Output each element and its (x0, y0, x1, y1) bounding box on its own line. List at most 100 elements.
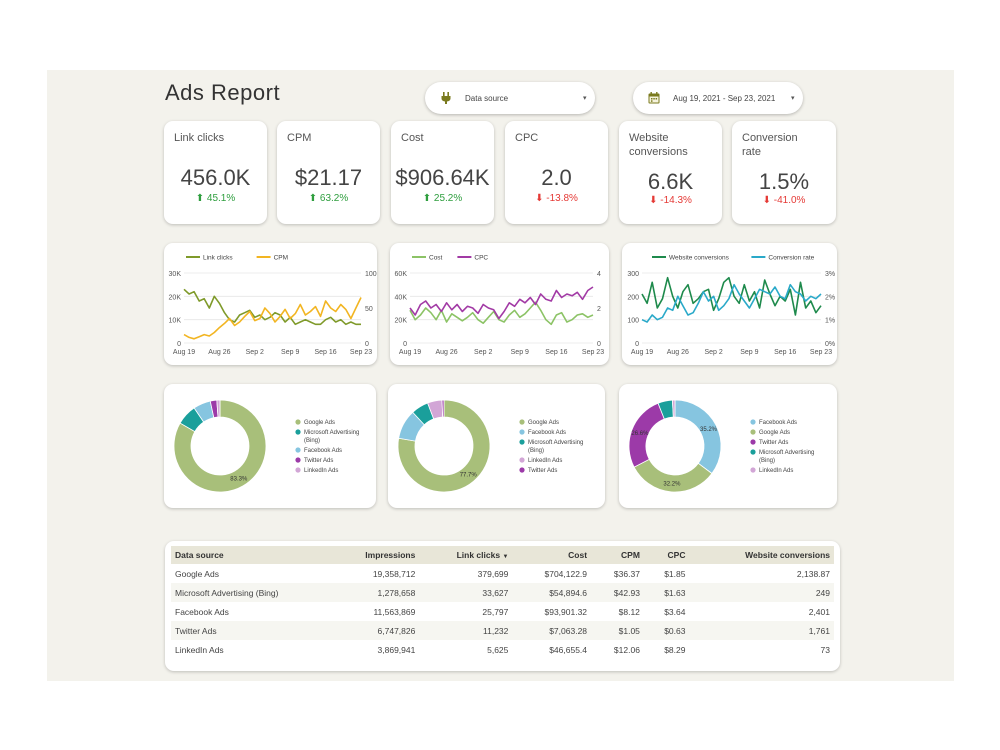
legend-swatch (519, 457, 525, 463)
table-cell: $12.06 (613, 644, 640, 655)
line-chart-card-clicks-cpm[interactable]: 0 10K 20K 30K 0 50 100 Aug 19 Aug 26 Sep 2 Sep 9 Se… (164, 243, 377, 365)
x-tick-label: Sep 2 (704, 349, 722, 356)
table-cell: 6,747,826 (329, 621, 420, 640)
chevron-down-icon: ▾ (791, 95, 795, 102)
line-chart-clicks-cpm[interactable]: 0 10K 20K 30K 0 50 100 Aug 19 Aug 26 Sep 2 Sep 9 Se… (164, 243, 377, 365)
legend-label: Facebook Ads (304, 448, 342, 454)
donut-slice[interactable] (674, 399, 722, 475)
donut-chart-3[interactable]: 35.2% 32.2% 26.6% Facebook Ads Google Ads Twi… (619, 384, 837, 508)
date-range-dropdown[interactable]: Aug 19, 2021 - Sep 23, 2021 ▾ (633, 82, 803, 114)
table-cell: $0.63 (643, 621, 690, 640)
column-header-cost[interactable]: Cost (512, 546, 592, 564)
kpi-card-cpc[interactable]: CPC 2.0 ⬇ -13.8% (505, 121, 608, 224)
legend-swatch (750, 419, 756, 425)
legend-label: Google Ads (528, 420, 559, 426)
column-header-impressions[interactable]: Impressions (329, 546, 420, 564)
table-cell: Facebook Ads (175, 606, 229, 617)
kpi-card-cost[interactable]: Cost $906.64K ⬆ 25.2% (391, 121, 494, 224)
donut-chart-card-cost[interactable]: 77.7% Google Ads Facebook Ads Microsoft Adv… (388, 384, 605, 508)
donut-slice[interactable] (671, 399, 676, 418)
donut-slice[interactable] (216, 399, 221, 418)
kpi-change-value: -14.3% (660, 195, 692, 206)
column-header-website-conversions[interactable]: Website conversions (689, 546, 834, 564)
series-line-0[interactable] (409, 301, 594, 326)
legend-label: Twitter Ads (304, 458, 333, 464)
date-range-label: Aug 19, 2021 - Sep 23, 2021 (673, 94, 776, 103)
donut-chart-card-impressions[interactable]: 83.3% Google Ads Microsoft Advertising (Bin… (164, 384, 376, 508)
donut-chart-2[interactable]: 77.7% Google Ads Facebook Ads Microsoft Adv… (388, 384, 605, 508)
arrow-down-icon: ⬇ (535, 193, 544, 204)
y-tick-label-right: 0 (365, 341, 369, 348)
table-cell: $1.63 (643, 583, 690, 602)
kpi-value: $906.64K (395, 165, 490, 190)
line-chart-cost-cpc[interactable]: 0 20K 40K 60K 0 2 4 Aug 19 Aug 26 Sep 2 Sep 9 Sep 1… (390, 243, 609, 365)
table-row[interactable]: Microsoft Advertising (Bing) 1,278,658 33,… (171, 583, 834, 602)
legend-label: Website conversions (669, 255, 730, 262)
column-header-cpc[interactable]: CPC (643, 546, 690, 564)
data-table-card: Data source Impressions Link clicks ▼ Co… (165, 541, 840, 671)
kpi-change-value: 45.1% (206, 193, 236, 204)
table-header-row: Data source Impressions Link clicks ▼ Co… (171, 546, 834, 564)
table-cell: Google Ads (175, 568, 219, 579)
table-row[interactable]: Facebook Ads 11,563,869 25,797 $93,901.32 $8… (171, 602, 834, 621)
kpi-value: $21.17 (294, 165, 363, 190)
series-line-0[interactable] (641, 276, 822, 316)
series-line-1[interactable] (183, 297, 362, 340)
table-cell: $3.64 (664, 606, 686, 617)
kpi-change: ⬇ -13.8% (505, 193, 608, 204)
table-cell: $704,122.9 (544, 568, 588, 579)
x-tick-label: Aug 26 (667, 349, 689, 356)
donut-slice[interactable] (441, 399, 445, 418)
y-tick-label-left: 10K (169, 318, 182, 325)
donut-slice[interactable] (397, 399, 491, 493)
page-title: Ads Report (165, 80, 281, 105)
column-header-data-source[interactable]: Data source (171, 546, 329, 564)
legend-label: Google Ads (304, 420, 335, 426)
donut-chart-1[interactable]: 83.3% Google Ads Microsoft Advertising (Bin… (164, 384, 376, 508)
series-line-1[interactable] (641, 283, 822, 323)
legend-swatch (750, 429, 756, 435)
legend-label: CPM (274, 255, 288, 262)
donut-chart-card-conversions[interactable]: 35.2% 32.2% 26.6% Facebook Ads Google Ads Twi… (619, 384, 837, 508)
legend-swatch (295, 419, 301, 425)
kpi-card-conversion-rate[interactable]: Conversion rate 1.5% ⬇ -41.0% (732, 121, 836, 224)
x-tick-label: Aug 19 (173, 349, 195, 356)
table-cell: LinkedIn Ads (175, 644, 224, 655)
table-cell: 11,563,869 (373, 606, 416, 617)
kpi-card-cpm[interactable]: CPM $21.17 ⬆ 63.2% (277, 121, 380, 224)
kpi-change: ⬆ 45.1% (164, 193, 267, 204)
table-cell: 1,761 (689, 621, 834, 640)
y-tick-label-left: 20K (169, 294, 182, 301)
slice-data-label: 32.2% (663, 481, 681, 487)
table-cell: 1,278,658 (329, 583, 420, 602)
data-source-dropdown[interactable]: Data source ▾ (425, 82, 595, 114)
series-line-0[interactable] (183, 288, 361, 326)
line-chart-card-cost-cpc[interactable]: 0 20K 40K 60K 0 2 4 Aug 19 Aug 26 Sep 2 Sep 9 Sep 1… (390, 243, 609, 365)
table-cell: 249 (689, 583, 834, 602)
legend-swatch (519, 467, 525, 473)
table-cell: 11,232 (419, 621, 513, 640)
y-tick-label-left: 40K (395, 294, 408, 301)
series-line-1[interactable] (409, 286, 594, 320)
table-row[interactable]: LinkedIn Ads 3,869,941 5,625 $46,655.4 $12.0… (171, 640, 834, 659)
kpi-label: Conversion rate (742, 132, 798, 158)
table-row[interactable]: Google Ads 19,358,712 379,699 $704,122.9 $36… (171, 564, 834, 583)
table-cell: 19,358,712 (372, 568, 416, 579)
x-tick-label: Sep 16 (774, 349, 796, 356)
donut-slice[interactable] (173, 399, 267, 493)
legend-label: Microsoft Advertising (Bing) (304, 430, 359, 444)
x-tick-label: Sep 2 (474, 349, 492, 356)
column-header-cpm[interactable]: CPM (591, 546, 644, 564)
kpi-card-website-conversions[interactable]: Website conversions 6.6K ⬇ -14.3% (619, 121, 722, 224)
legend-label: LinkedIn Ads (759, 468, 793, 474)
kpi-card-link-clicks[interactable]: Link clicks 456.0K ⬆ 45.1% (164, 121, 267, 224)
report-canvas: Ads Report Data source ▾ Aug 19, 2021 - … (47, 70, 954, 681)
line-chart-card-conversions[interactable]: 0 100 200 300 0% 1% 2% 3% Aug 19 Aug 26 Sep 2 Sep 9… (622, 243, 837, 365)
column-header-link-clicks[interactable]: Link clicks ▼ (419, 546, 513, 564)
x-tick-label: Sep 23 (350, 349, 372, 356)
slice-data-label: 35.2% (700, 427, 718, 433)
table-cell: $1.85 (664, 568, 686, 579)
table-row[interactable]: Twitter Ads 6,747,826 11,232 $7,063.28 $1.05… (171, 621, 834, 640)
table-cell: 2,401 (808, 606, 830, 617)
line-chart-conversions[interactable]: 0 100 200 300 0% 1% 2% 3% Aug 19 Aug 26 Sep 2 Sep 9… (622, 243, 837, 365)
